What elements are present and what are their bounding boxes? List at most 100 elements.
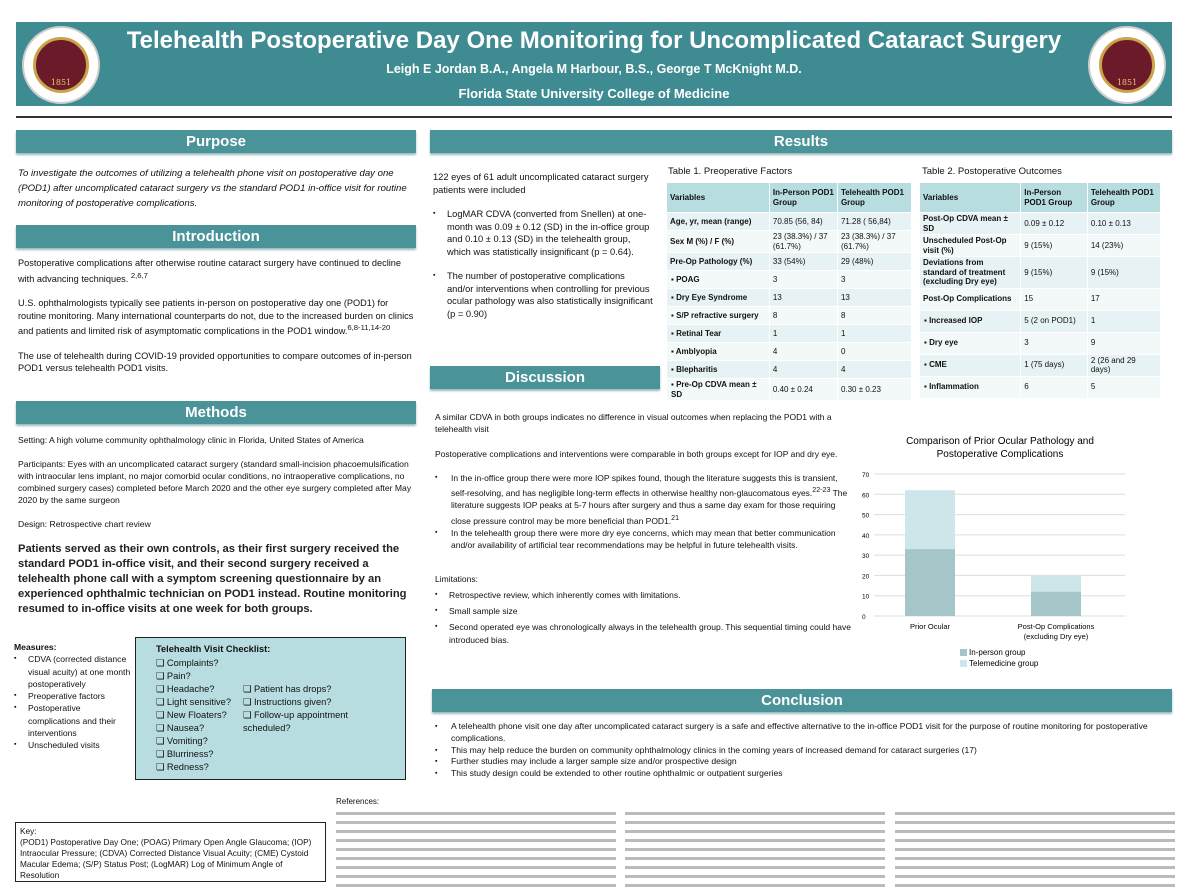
- methods-setting: Setting: A high volume community ophthal…: [18, 435, 364, 445]
- stacked-bar-chart: Comparison of Prior Ocular Pathology and…: [862, 436, 1125, 668]
- key-text: (POD1) Postoperative Day One; (POAG) Pri…: [20, 837, 312, 880]
- cell-text: 0.10 ± 0.13: [1090, 218, 1131, 228]
- table-cell: Age, yr, mean (range): [666, 212, 770, 231]
- table-row: Post-Op Complications 15 17: [918, 287, 1162, 311]
- discussion-text: A similar CDVA in both groups indicates …: [435, 411, 855, 646]
- table-cell: 0.40 ± 0.24: [768, 378, 838, 401]
- column-header: Variables: [666, 182, 770, 213]
- cell-text: 13: [772, 292, 782, 302]
- cell-text: 5 (2 on POD1): [1024, 316, 1076, 326]
- cell-text: 1: [772, 328, 778, 338]
- table-row: ▪ Inflammation 6 5: [918, 375, 1162, 399]
- reference-line: [895, 830, 1175, 833]
- results-bullet: The number of postoperative complication…: [433, 270, 653, 320]
- table-row: Post-Op CDVA mean ± SD 0.09 ± 0.12 0.10 ± …: [918, 212, 1162, 235]
- cell-text: Increased IOP: [929, 316, 983, 326]
- cell-text: 15: [1024, 294, 1034, 304]
- conclusion-bullet: This study design could be extended to o…: [435, 768, 1155, 780]
- institution: Florida State University College of Medi…: [458, 86, 730, 101]
- limitations-label: Limitations:: [435, 574, 478, 585]
- cell-text: 9 (15%): [1024, 240, 1053, 250]
- reference-line: [895, 839, 1175, 842]
- discussion-bullet: In the in-office group there were more I…: [435, 472, 855, 527]
- limitation-item: Retrospective review, which inherently c…: [435, 589, 855, 602]
- table-row: ▪ Dry eye 3 9: [918, 331, 1162, 355]
- bullet: ▪: [671, 346, 676, 356]
- reference-line: [336, 812, 616, 815]
- table-row: Sex M (%) / F (%) 23 (38.3%) / 37 (61.7%)…: [666, 230, 913, 253]
- ref: 21: [671, 513, 680, 522]
- table-cell: 17: [1086, 287, 1162, 311]
- y-tick-label: 60: [862, 492, 870, 499]
- reference-line: [625, 821, 885, 824]
- intro-p2: U.S. ophthalmologists typically see pati…: [18, 298, 414, 337]
- table-cell: 1: [836, 324, 913, 343]
- bullet: ▪: [924, 338, 930, 348]
- cell-text: 9 (15%): [1024, 267, 1053, 277]
- conclusion-bullet: Further studies may include a larger sam…: [435, 756, 1155, 768]
- table-cell: ▪ POAG: [666, 270, 770, 289]
- cell-text: 4: [772, 364, 778, 374]
- measure-item: Preoperative factors: [14, 690, 134, 703]
- cell-text: Post-Op CDVA mean ± SD: [923, 214, 1008, 233]
- table-cell: Unscheduled Post-Op visit (%): [918, 234, 1022, 257]
- cell-text: CME: [929, 360, 947, 370]
- table-row: ▪ S/P refractive surgery 8 8: [666, 306, 913, 325]
- abbreviation-key: Key: (POD1) Postoperative Day One; (POAG…: [15, 822, 326, 882]
- table-cell: 33 (54%): [768, 252, 838, 271]
- bullet: ▪: [671, 274, 677, 284]
- cell-text: 4: [772, 346, 778, 356]
- table-cell: Post-Op Complications: [918, 287, 1022, 311]
- references-heading: References:: [336, 797, 380, 806]
- table-cell: 3: [1020, 331, 1088, 355]
- cell-text: 23 (38.3%) / 37 (61.7%): [840, 232, 896, 251]
- purpose-text: To investigate the outcomes of utilizing…: [18, 168, 407, 209]
- cell-text: Pre-Op Pathology (%): [670, 256, 753, 266]
- bullet: ▪: [924, 316, 930, 326]
- cell-text: 23 (38.3%) / 37 (61.7%): [772, 232, 828, 251]
- cell-text: 5: [1090, 382, 1096, 392]
- x-tick-label: Prior Ocular: [910, 622, 951, 631]
- limitation-item: Small sample size: [435, 605, 855, 618]
- checklist-item: Vomiting?: [156, 735, 231, 748]
- cell-text: 8: [840, 310, 846, 320]
- reference-line: [895, 812, 1175, 815]
- table-row: ▪ CME 1 (75 days) 2 (26 and 29 days): [918, 353, 1162, 377]
- reference-line: [895, 857, 1175, 860]
- table-row: ▪ POAG 3 3: [666, 270, 913, 289]
- conclusion-list: A telehealth phone visit one day after u…: [435, 721, 1155, 780]
- legend-label: In-person group: [969, 648, 1026, 657]
- conclusion-bullet: This may help reduce the burden on commu…: [435, 745, 1155, 757]
- methods-participants: Participants: Eyes with an uncomplicated…: [18, 459, 412, 505]
- measure-item: CDVA (corrected distance visual acuity) …: [14, 653, 134, 690]
- cell-text: Blepharitis: [676, 364, 718, 374]
- bullet: ▪: [924, 360, 930, 370]
- x-tick-label: Post-Op Complications (excluding Dry eye): [1018, 622, 1095, 641]
- introduction-heading: Introduction: [16, 225, 416, 248]
- table-cell: ▪ CME: [918, 353, 1022, 377]
- table-cell: 6: [1020, 375, 1088, 399]
- cell-text: 2 (26 and 29 days): [1090, 355, 1136, 375]
- discussion-heading: Discussion: [430, 366, 660, 389]
- table-row: Age, yr, mean (range) 70.85 (56, 84) 71.28…: [666, 212, 913, 231]
- table-cell: 23 (38.3%) / 37 (61.7%): [836, 230, 913, 253]
- university-seal-right: 1851: [1088, 26, 1166, 104]
- checklist-item: Nausea?: [156, 722, 231, 735]
- table-row: ▪ Amblyopia 4 0: [666, 342, 913, 361]
- cell-text: 3: [840, 274, 846, 284]
- checklist-item: Complaints?: [156, 657, 231, 670]
- cell-text: 0: [840, 346, 846, 356]
- checklist-item: Redness?: [156, 761, 231, 774]
- table-cell: 23 (38.3%) / 37 (61.7%): [768, 230, 838, 253]
- table-cell: 4: [768, 342, 838, 361]
- introduction-text: Postoperative complications after otherw…: [18, 257, 416, 387]
- table-cell: 5: [1086, 375, 1162, 399]
- cell-text: 6: [1024, 382, 1029, 392]
- y-tick-label: 40: [862, 533, 870, 540]
- discussion-p2: Postoperative complications and interven…: [435, 448, 838, 459]
- results-intro: 122 eyes of 61 adult uncomplicated catar…: [433, 172, 649, 195]
- cell-text: Amblyopia: [675, 346, 717, 356]
- table-cell: ▪ Pre-Op CDVA mean ± SD: [666, 378, 770, 401]
- authors: Leigh E Jordan B.A., Angela M Harbour, B…: [386, 62, 802, 76]
- cell-text: Retinal Tear: [676, 328, 722, 338]
